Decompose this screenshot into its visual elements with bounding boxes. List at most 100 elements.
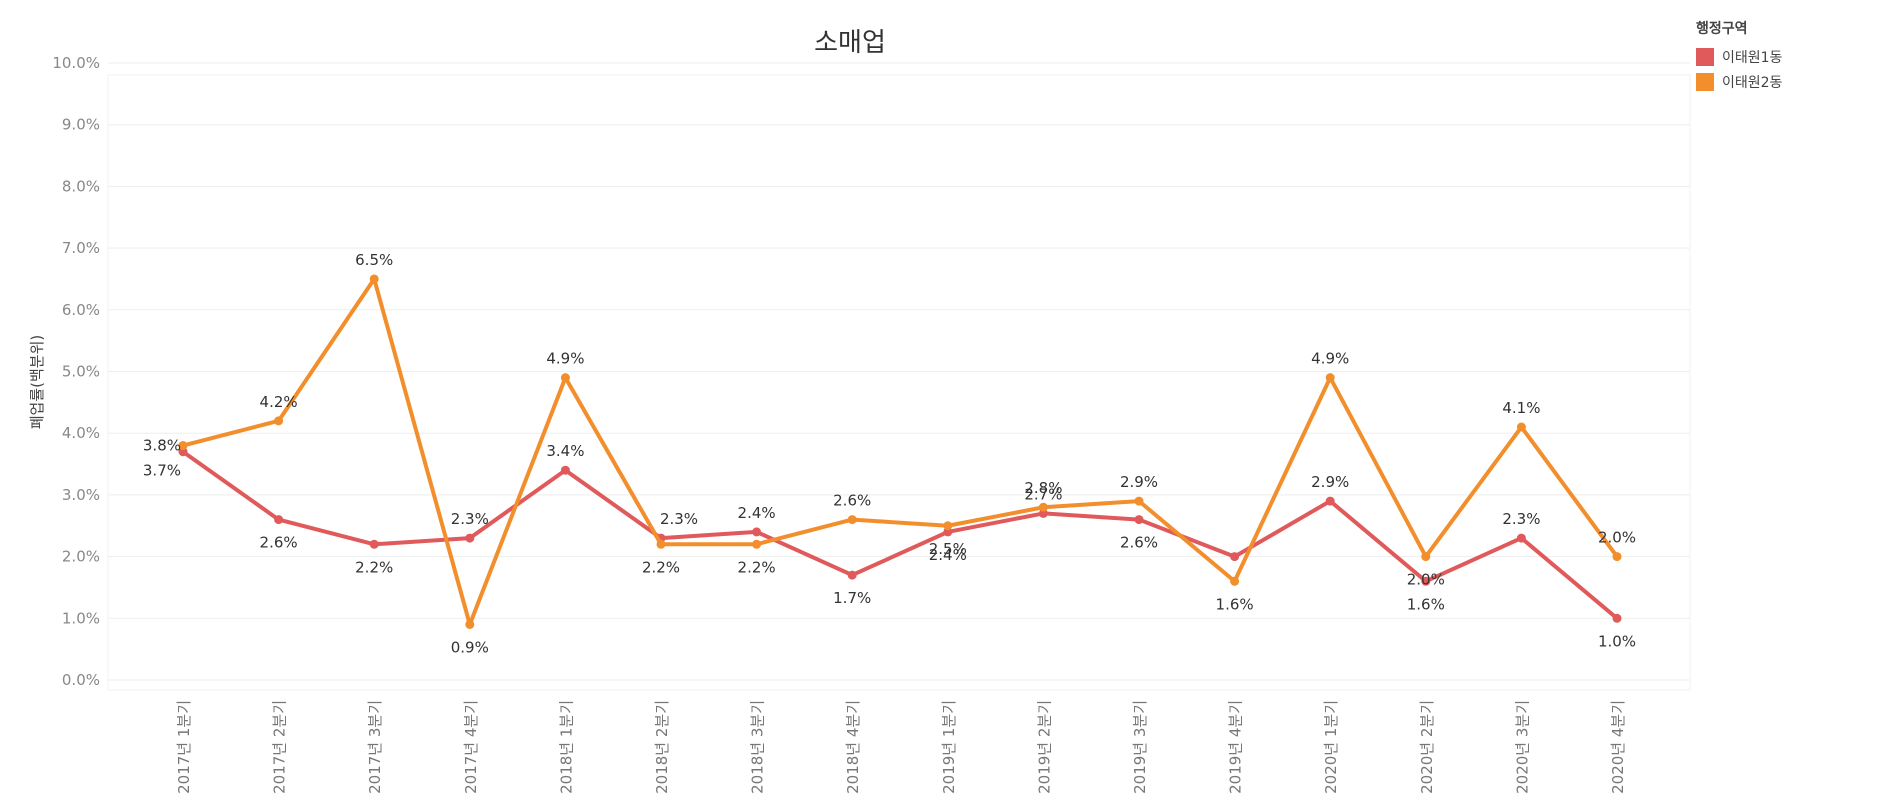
data-label: 4.1% [1502,399,1540,417]
data-label: 6.5% [355,251,393,269]
legend-label-series-2: 이태원2동 [1722,74,1783,91]
y-tick-label: 6.0% [62,301,100,319]
x-tick-label: 2018년 3분기 [749,700,767,794]
data-label: 4.2% [260,393,298,411]
data-label: 2.9% [1311,473,1349,491]
data-point [560,373,570,383]
data-label: 3.4% [546,442,584,460]
x-tick-label: 2018년 2분기 [653,700,671,794]
data-label: 2.2% [355,558,393,576]
legend-item-series-2[interactable]: 이태원2동 [1696,69,1782,94]
data-label: 3.8% [143,437,181,455]
y-tick-label: 3.0% [62,486,100,504]
data-point [369,539,379,549]
y-tick-label: 7.0% [62,239,100,257]
data-label: 4.9% [546,350,584,368]
y-tick-label: 4.0% [62,424,100,442]
data-label: 1.6% [1216,595,1254,613]
data-point [1612,613,1622,623]
data-label: 2.7% [1024,485,1062,503]
data-point [465,619,475,629]
data-label: 0.9% [451,638,489,656]
data-point [1421,576,1431,586]
data-point [1516,533,1526,543]
x-tick-label: 2020년 3분기 [1513,700,1531,794]
data-point [1612,552,1622,562]
y-axis-label: 폐업률(백분위) [28,335,46,430]
data-label: 2.9% [1120,473,1158,491]
x-tick-label: 2018년 4분기 [844,700,862,794]
data-point [1325,373,1335,383]
series-line-1 [181,449,1619,621]
data-label: 3.7% [143,462,181,480]
y-tick-label: 10.0% [52,54,100,72]
data-point [369,274,379,284]
data-label: 2.3% [660,510,698,528]
x-tick-label: 2020년 4분기 [1609,700,1627,794]
data-point [274,515,284,525]
data-label: 2.6% [1120,534,1158,552]
data-point [178,447,188,457]
data-point [1134,515,1144,525]
y-tick-label: 8.0% [62,177,100,195]
data-label: 1.7% [833,589,871,607]
y-tick-label: 0.0% [62,671,100,689]
x-tick-label: 2020년 1분기 [1322,700,1340,794]
data-point [274,416,284,426]
x-tick-label: 2019년 4분기 [1227,700,1245,794]
data-label: 1.0% [1598,632,1636,650]
x-tick-label: 2019년 1분기 [940,700,958,794]
legend-swatch-series-2 [1696,72,1714,91]
x-tick-label: 2020년 2분기 [1418,700,1436,794]
data-label: 2.5% [929,540,967,558]
data-label-layer: 3.8% 3.7% 4.2% 2.6% 6.5% 2.2% 0.9% 2.3% 4.9% 3.4%… [143,251,1636,657]
data-label: 1.6% [1407,595,1445,613]
data-point [1038,502,1048,512]
data-label: 2.8% [1024,479,1062,497]
data-point [1134,496,1144,506]
data-point [752,539,762,549]
data-point [178,441,188,451]
data-label: 2.4% [738,504,776,522]
data-point [847,515,857,525]
x-tick-label: 2018년 1분기 [557,700,575,794]
data-label: 2.4% [929,546,967,564]
data-label: 2.6% [833,492,871,510]
data-point [465,533,475,543]
data-label: 2.0% [1407,571,1445,589]
data-point [656,539,666,549]
data-label: 2.3% [1502,510,1540,528]
legend-title: 행정구역 [1696,21,1748,37]
x-tick-label: 2019년 2분기 [1035,700,1053,794]
data-label: 2.3% [451,510,489,528]
data-point [1325,496,1335,506]
x-tick-label: 2017년 4분기 [462,700,480,794]
chart-title: 소매업 [814,28,886,58]
data-point [943,521,953,531]
data-point [1230,576,1240,586]
x-tick-label: 2019년 3분기 [1131,700,1149,794]
data-label: 2.2% [642,558,680,576]
data-point [1421,552,1431,562]
data-point [752,527,762,537]
y-tick-label: 1.0% [62,609,100,627]
data-point [847,570,857,580]
data-label: 2.0% [1598,529,1636,547]
data-point [560,465,570,475]
legend-label-series-1: 이태원1동 [1722,49,1783,66]
data-label: 2.2% [738,558,776,576]
series-line-2 [181,276,1619,627]
y-tick-label: 2.0% [62,548,100,566]
data-point [1516,422,1526,432]
data-point [943,527,953,537]
data-label: 2.6% [260,534,298,552]
legend-item-series-1[interactable]: 이태원1동 [1696,44,1782,69]
legend: 행정구역 이태원1동 이태원2동 [1696,18,1782,94]
data-point [1230,552,1240,562]
axis-layer: 0.0% 1.0% 2.0% 3.0% 4.0% 5.0% 6.0% 7.0% 8.0% 9.0%… [28,54,1627,794]
grid-layer [107,62,1691,691]
data-label: 4.9% [1311,350,1349,368]
x-tick-label: 2017년 3분기 [366,700,384,794]
y-tick-label: 9.0% [62,116,100,134]
